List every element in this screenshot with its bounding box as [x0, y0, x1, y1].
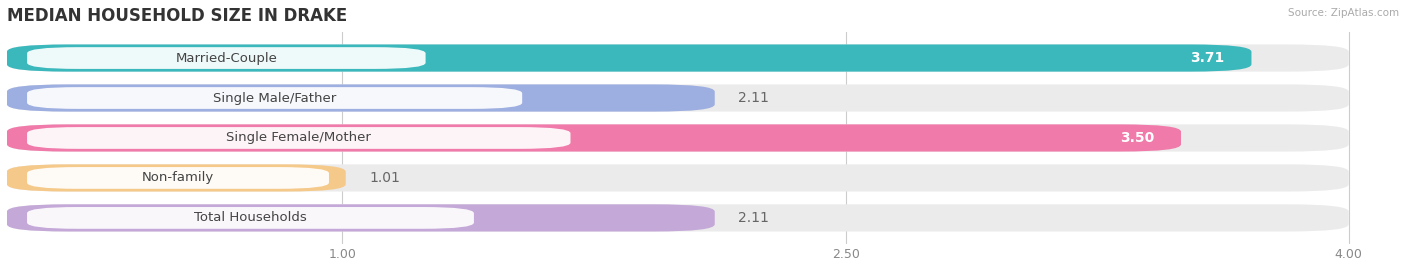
FancyBboxPatch shape — [7, 204, 714, 232]
Text: MEDIAN HOUSEHOLD SIZE IN DRAKE: MEDIAN HOUSEHOLD SIZE IN DRAKE — [7, 7, 347, 25]
FancyBboxPatch shape — [7, 44, 1251, 72]
Text: 3.50: 3.50 — [1121, 131, 1154, 145]
FancyBboxPatch shape — [7, 164, 1348, 192]
Text: Non-family: Non-family — [142, 172, 214, 184]
Text: Single Male/Father: Single Male/Father — [212, 91, 336, 105]
Text: Married-Couple: Married-Couple — [176, 51, 277, 65]
Text: Single Female/Mother: Single Female/Mother — [226, 132, 371, 144]
FancyBboxPatch shape — [7, 84, 1348, 111]
FancyBboxPatch shape — [7, 124, 1181, 152]
Text: Total Households: Total Households — [194, 211, 307, 224]
FancyBboxPatch shape — [27, 87, 522, 109]
Text: 3.71: 3.71 — [1191, 51, 1225, 65]
Text: Source: ZipAtlas.com: Source: ZipAtlas.com — [1288, 8, 1399, 18]
FancyBboxPatch shape — [27, 207, 474, 229]
FancyBboxPatch shape — [27, 47, 426, 69]
Text: 1.01: 1.01 — [370, 171, 401, 185]
Text: 2.11: 2.11 — [738, 91, 769, 105]
FancyBboxPatch shape — [27, 127, 571, 149]
FancyBboxPatch shape — [7, 204, 1348, 232]
FancyBboxPatch shape — [7, 44, 1348, 72]
FancyBboxPatch shape — [7, 164, 346, 192]
FancyBboxPatch shape — [7, 124, 1348, 152]
Text: 2.11: 2.11 — [738, 211, 769, 225]
FancyBboxPatch shape — [7, 84, 714, 111]
FancyBboxPatch shape — [27, 167, 329, 189]
